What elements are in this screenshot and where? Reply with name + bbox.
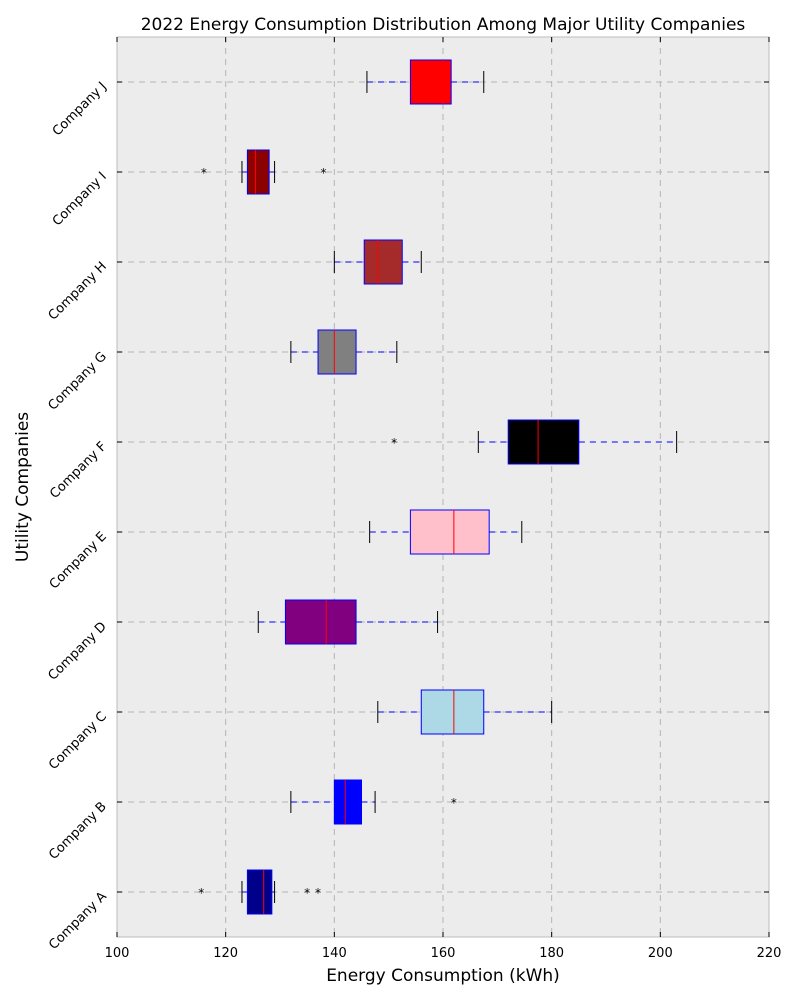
outlier-point: * bbox=[304, 886, 310, 900]
outlier-point: * bbox=[451, 796, 457, 810]
chart-title: 2022 Energy Consumption Distribution Amo… bbox=[141, 15, 746, 35]
iqr-box bbox=[246, 869, 273, 915]
iqr-box bbox=[333, 779, 363, 825]
y-axis-label: Utility Companies bbox=[13, 412, 33, 562]
iqr-box bbox=[409, 59, 452, 105]
iqr-box bbox=[363, 239, 403, 285]
box-company-j bbox=[366, 59, 485, 105]
y-tick-label: Company I bbox=[50, 169, 110, 229]
y-tick-label: Company A bbox=[46, 889, 110, 953]
x-axis-label: Energy Consumption (kWh) bbox=[326, 966, 560, 986]
y-tick-label: Company E bbox=[47, 529, 110, 592]
y-tick-label: Company G bbox=[45, 349, 109, 413]
y-tick-label: Company C bbox=[46, 709, 110, 773]
iqr-box bbox=[317, 329, 357, 375]
box-company-i: * * bbox=[201, 149, 326, 195]
box-company-a: * * * bbox=[198, 869, 321, 915]
box-company-g bbox=[290, 329, 398, 375]
box-company-f: * bbox=[391, 419, 678, 465]
iqr-box bbox=[420, 689, 485, 735]
outlier-point: * bbox=[201, 166, 207, 180]
y-tick-label: Company B bbox=[46, 799, 110, 863]
iqr-box bbox=[409, 509, 490, 555]
outlier-point: * bbox=[315, 886, 321, 900]
outlier-point: * bbox=[198, 886, 204, 900]
iqr-box bbox=[284, 599, 357, 645]
y-tick-label: Company D bbox=[45, 619, 109, 683]
box-company-b: * bbox=[290, 779, 457, 825]
iqr-box bbox=[246, 149, 270, 195]
x-tick-label: 180 bbox=[539, 946, 564, 961]
x-tick-label: 200 bbox=[648, 946, 673, 961]
outlier-point: * bbox=[391, 436, 397, 450]
box-layer: * * **** * bbox=[198, 59, 678, 915]
y-tick-label: Company H bbox=[46, 259, 110, 323]
y-tick-label: Company F bbox=[47, 439, 110, 502]
y-tick-label: Company J bbox=[50, 79, 110, 139]
x-tick-label: 160 bbox=[431, 946, 456, 961]
x-tick-label: 100 bbox=[105, 946, 130, 961]
box-company-h bbox=[333, 239, 422, 285]
box-company-e bbox=[369, 509, 523, 555]
x-tick-label: 120 bbox=[213, 946, 238, 961]
box-company-d bbox=[257, 599, 439, 645]
iqr-box bbox=[507, 419, 580, 465]
x-tick-label: 220 bbox=[757, 946, 782, 961]
x-tick-label: 140 bbox=[322, 946, 347, 961]
outlier-point: * bbox=[320, 166, 326, 180]
box-company-c bbox=[377, 689, 553, 735]
